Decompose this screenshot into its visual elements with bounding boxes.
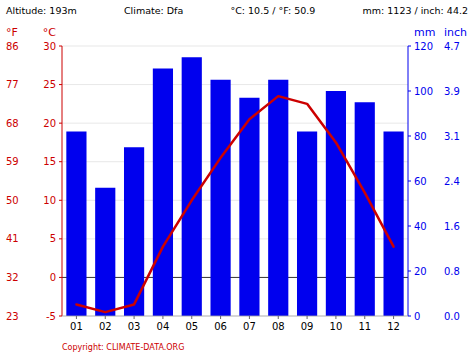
y3-tick-label: 32	[6, 272, 19, 283]
bar	[326, 91, 346, 316]
left-axis-line	[62, 46, 63, 316]
x-tick-label: 02	[99, 321, 112, 332]
tick	[408, 136, 411, 137]
header-text: °C: 10.5 / °F: 50.9	[230, 5, 315, 16]
y3-tick-label: 41	[6, 233, 19, 244]
y3-tick-label: 50	[6, 195, 19, 206]
y-tick-label: 25	[43, 79, 56, 90]
y3-tick-label: 59	[6, 156, 19, 167]
y2-tick-label: 0	[414, 311, 420, 322]
tick	[307, 316, 308, 319]
x-tick-label: 09	[301, 321, 314, 332]
tick	[59, 46, 62, 47]
tick	[249, 316, 250, 319]
tick	[105, 316, 106, 319]
temperature-line	[76, 96, 393, 312]
tick	[278, 316, 279, 319]
axis-label: °F	[6, 26, 18, 39]
grid-line	[62, 46, 408, 47]
y4-tick-label: 4.7	[444, 41, 460, 52]
axis-label: °C	[43, 26, 57, 39]
tick	[59, 200, 62, 201]
axis-label: mm	[414, 26, 435, 39]
bottom-axis-line	[62, 316, 408, 317]
x-tick-label: 08	[272, 321, 285, 332]
y-tick-label: 30	[43, 41, 56, 52]
tick	[162, 316, 163, 319]
tick	[59, 161, 62, 162]
y2-tick-label: 20	[414, 266, 427, 277]
y3-tick-label: 86	[6, 41, 19, 52]
tick	[408, 91, 411, 92]
y3-tick-label: 23	[6, 311, 19, 322]
bar	[268, 80, 288, 316]
y-tick-label: 20	[43, 118, 56, 129]
tick	[59, 316, 62, 317]
y4-tick-label: 1.6	[444, 221, 460, 232]
y-tick-label: -5	[46, 311, 56, 322]
plot-area	[66, 57, 403, 316]
tick	[220, 316, 221, 319]
y4-tick-label: 2.4	[444, 176, 460, 187]
tick	[408, 226, 411, 227]
header-text: mm: 1123 / inch: 44.2	[363, 5, 468, 16]
bar	[297, 132, 317, 317]
tick	[393, 316, 394, 319]
y2-tick-label: 60	[414, 176, 427, 187]
bar	[210, 80, 230, 316]
grid-line	[62, 316, 408, 317]
y3-tick-label: 77	[6, 79, 19, 90]
tick	[408, 181, 411, 182]
bar	[153, 69, 173, 317]
y3-tick-label: 68	[6, 118, 19, 129]
x-tick-label: 11	[358, 321, 371, 332]
y4-tick-label: 0.8	[444, 266, 460, 277]
tick	[364, 316, 365, 319]
bar	[355, 102, 375, 316]
y2-tick-label: 100	[414, 86, 433, 97]
tick	[408, 316, 411, 317]
x-tick-label: 12	[387, 321, 400, 332]
x-tick-label: 10	[330, 321, 343, 332]
x-tick-label: 06	[214, 321, 227, 332]
x-tick-label: 03	[128, 321, 141, 332]
tick	[59, 84, 62, 85]
copyright: Copyright: CLIMATE-DATA.ORG	[62, 343, 184, 352]
x-tick-label: 01	[70, 321, 83, 332]
bar	[66, 132, 86, 317]
tick	[59, 277, 62, 278]
bar	[383, 132, 403, 317]
y-tick-label: 10	[43, 195, 56, 206]
bar	[182, 57, 202, 316]
tick	[59, 123, 62, 124]
grid-line	[62, 84, 408, 85]
y2-tick-label: 120	[414, 41, 433, 52]
tick	[76, 316, 77, 319]
y-tick-label: 0	[50, 272, 56, 283]
y4-tick-label: 3.1	[444, 131, 460, 142]
y4-tick-label: 3.9	[444, 86, 460, 97]
tick	[408, 271, 411, 272]
header-text: Altitude: 193m	[6, 5, 77, 16]
tick	[59, 238, 62, 239]
chart: -505101520253023324150596877860204060801…	[0, 0, 474, 355]
y2-tick-label: 40	[414, 221, 427, 232]
tick	[335, 316, 336, 319]
x-tick-label: 04	[157, 321, 170, 332]
y-tick-label: 15	[43, 156, 56, 167]
x-tick-label: 05	[185, 321, 198, 332]
header-text: Climate: Dfa	[124, 5, 183, 16]
tick	[408, 46, 411, 47]
x-tick-label: 07	[243, 321, 256, 332]
tick	[134, 316, 135, 319]
y4-tick-label: 0.0	[444, 311, 460, 322]
y-tick-label: 5	[50, 233, 56, 244]
tick	[191, 316, 192, 319]
axis-label: inch	[444, 26, 467, 39]
bar	[95, 188, 115, 316]
y2-tick-label: 80	[414, 131, 427, 142]
